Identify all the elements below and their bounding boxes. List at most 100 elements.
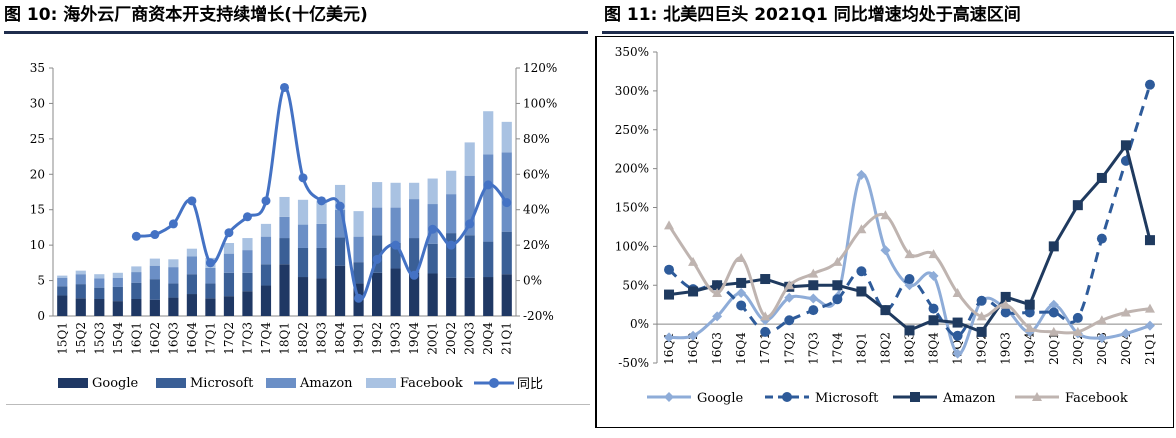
bar-amazon xyxy=(297,224,309,248)
bar-google xyxy=(483,277,494,316)
bar-microsoft xyxy=(372,235,383,273)
point-facebook xyxy=(1024,323,1035,333)
yoy-point xyxy=(428,224,438,234)
point-amazon xyxy=(664,289,675,300)
bar-google xyxy=(149,299,160,316)
x-tick-label: 18Q1 xyxy=(278,322,292,355)
x-tick-label: 18Q2 xyxy=(296,322,310,355)
point-google xyxy=(688,330,699,341)
point-microsoft xyxy=(928,303,939,314)
bar-amazon xyxy=(427,204,438,244)
x-tick-label: 17Q1 xyxy=(203,322,217,355)
bar-amazon xyxy=(316,223,327,248)
x-tick-label: 19Q4 xyxy=(1023,332,1037,365)
x-tick-label: 21Q1 xyxy=(1143,332,1157,365)
x-tick-label: 16Q2 xyxy=(148,322,162,355)
bar-google xyxy=(427,273,438,316)
bar-microsoft xyxy=(242,272,253,292)
bar-amazon xyxy=(94,278,105,288)
x-tick-label: 18Q1 xyxy=(854,332,868,365)
bar-google xyxy=(409,272,420,316)
x-tick-label: 17Q3 xyxy=(806,332,820,365)
yoy-point xyxy=(224,228,234,238)
legend-line-marker xyxy=(489,378,499,388)
point-microsoft xyxy=(664,264,675,275)
point-microsoft xyxy=(1024,307,1035,318)
point-facebook xyxy=(784,280,795,290)
title-underline-left xyxy=(4,31,588,34)
growth-chart-panel: -50% 0% 50% 100% 150% 200% 250% 300% 350% 16Q1 16Q… xyxy=(596,36,1174,428)
panel-separator xyxy=(595,36,596,428)
bar-microsoft xyxy=(75,284,86,299)
y-tick-label-left: 10 xyxy=(30,238,45,252)
point-google xyxy=(808,293,819,304)
point-microsoft xyxy=(904,274,915,285)
point-facebook xyxy=(904,249,915,259)
y-tick-label-right: 0% xyxy=(523,274,542,288)
bar-microsoft xyxy=(427,243,438,274)
legend-label: Facebook xyxy=(1065,391,1128,406)
point-google xyxy=(1144,320,1155,331)
yoy-point xyxy=(280,82,289,92)
bar-amazon xyxy=(112,277,123,287)
x-tick-label: 20Q2 xyxy=(1071,332,1085,365)
point-microsoft xyxy=(976,295,987,306)
bar-amazon xyxy=(409,199,420,239)
point-google xyxy=(712,311,723,322)
x-tick-label: 19Q1 xyxy=(352,322,366,355)
x-tick-label: 17Q4 xyxy=(830,332,844,365)
point-microsoft xyxy=(832,294,843,305)
x-tick-label: 19Q3 xyxy=(999,332,1013,365)
bar-google xyxy=(316,278,327,316)
bar-amazon xyxy=(260,236,272,265)
bar-amazon xyxy=(57,277,68,287)
x-tick-label: 20Q2 xyxy=(444,322,458,355)
y-tick-label-right: 60% xyxy=(523,167,550,181)
bar-microsoft xyxy=(279,238,290,265)
point-microsoft xyxy=(856,266,867,277)
point-facebook xyxy=(1000,299,1011,309)
point-microsoft xyxy=(784,315,795,326)
bar-facebook xyxy=(390,182,401,208)
bar-amazon xyxy=(464,175,475,236)
y-tick-label-right: 40% xyxy=(523,203,550,217)
point-facebook xyxy=(664,220,675,230)
bar-facebook xyxy=(316,200,327,224)
bar-google xyxy=(94,298,105,316)
x-tick-label: 16Q3 xyxy=(166,322,180,355)
point-facebook xyxy=(712,288,723,298)
point-facebook xyxy=(1096,315,1107,325)
bar-facebook xyxy=(223,243,235,254)
bar-amazon xyxy=(483,154,494,242)
title-underline-right xyxy=(602,31,1174,34)
bar-amazon xyxy=(149,265,160,280)
bar-facebook xyxy=(57,275,68,278)
point-google xyxy=(1120,328,1131,339)
bar-facebook xyxy=(483,111,494,155)
yoy-point xyxy=(335,201,345,211)
point-facebook xyxy=(976,311,987,321)
bar-microsoft xyxy=(446,233,457,278)
x-tick-label: 16Q1 xyxy=(129,322,143,355)
point-google xyxy=(952,348,963,359)
bar-facebook xyxy=(75,270,86,275)
bar-microsoft xyxy=(186,274,197,295)
yoy-point xyxy=(391,240,401,250)
x-tick-label: 18Q4 xyxy=(333,322,347,355)
point-amazon xyxy=(832,280,843,291)
y-tick-label-left: 0 xyxy=(37,309,45,323)
point-amazon xyxy=(736,277,747,288)
bar-amazon xyxy=(205,267,216,284)
legend-swatch xyxy=(366,378,396,388)
panel-bottom-rule xyxy=(6,404,590,405)
point-microsoft xyxy=(808,305,819,316)
bar-amazon xyxy=(372,207,383,236)
legend-label: Microsoft xyxy=(190,376,254,391)
bar-microsoft xyxy=(94,287,105,299)
x-tick-label: 20Q1 xyxy=(426,322,440,355)
bar-amazon xyxy=(131,272,142,283)
x-tick-label: 16Q1 xyxy=(662,332,676,365)
y-tick-label-left: 15 xyxy=(30,203,45,217)
point-facebook xyxy=(736,253,747,263)
point-amazon xyxy=(1048,241,1059,252)
